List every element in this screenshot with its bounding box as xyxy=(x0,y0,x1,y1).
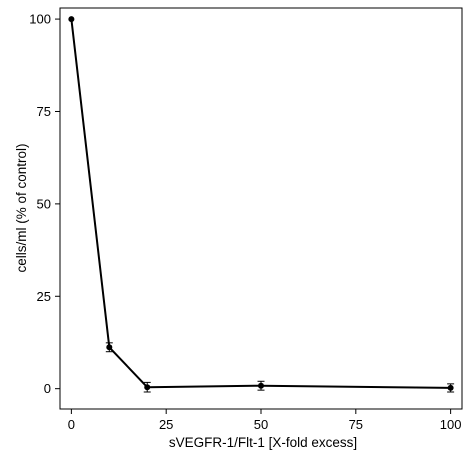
y-axis-ticks: 0 25 50 75 100 xyxy=(29,12,60,396)
x-tick-label: 75 xyxy=(349,417,363,432)
x-tick-label: 100 xyxy=(440,417,462,432)
x-tick-label: 0 xyxy=(68,417,75,432)
y-tick-label: 25 xyxy=(37,289,51,304)
data-point xyxy=(68,16,75,23)
data-points xyxy=(68,16,454,391)
y-tick-label: 50 xyxy=(37,196,51,211)
x-tick-label: 25 xyxy=(159,417,173,432)
x-axis-label: sVEGFR-1/Flt-1 [X-fold excess] xyxy=(169,435,357,450)
series-line xyxy=(70,18,451,389)
data-point xyxy=(447,384,454,391)
data-point xyxy=(144,384,151,391)
data-point xyxy=(258,382,264,389)
data-point xyxy=(106,344,113,351)
x-axis-ticks: 0 25 50 75 100 xyxy=(68,409,462,432)
y-tick-label: 100 xyxy=(29,12,51,27)
y-tick-label: 75 xyxy=(37,104,51,119)
series-lines xyxy=(70,18,451,389)
x-tick-label: 50 xyxy=(254,417,268,432)
y-axis-label: cells/ml (% of control) xyxy=(14,143,29,272)
y-tick-label: 0 xyxy=(44,381,51,396)
error-bars xyxy=(105,342,455,393)
plot-frame xyxy=(59,7,463,410)
